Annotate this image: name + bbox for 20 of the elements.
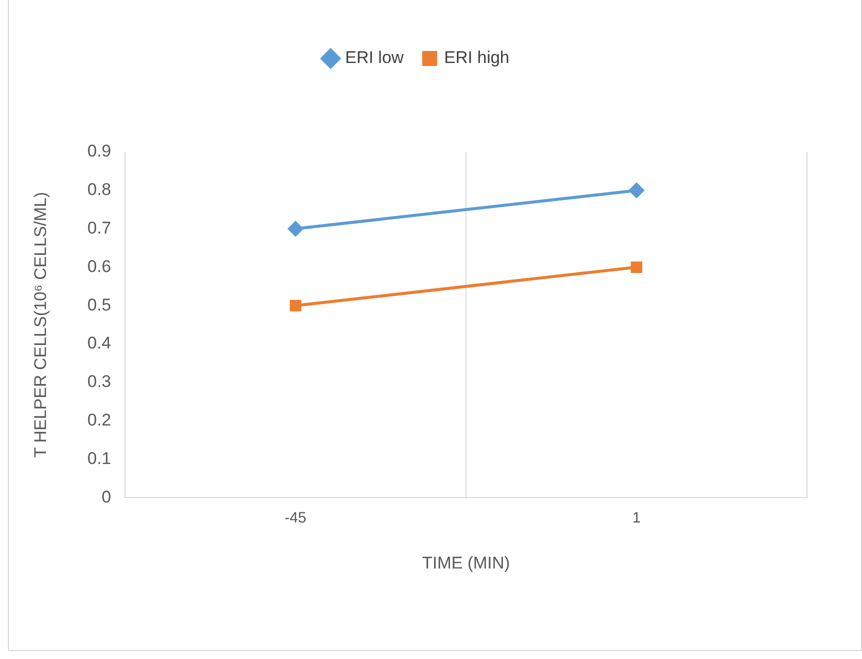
y-tick-label: 0.9 <box>87 142 112 161</box>
point <box>629 182 644 198</box>
y-tick-label: 0.2 <box>87 410 112 430</box>
x-tick-label: 1 <box>632 510 641 527</box>
point <box>630 261 642 273</box>
y-tick-label: 0.1 <box>87 448 112 468</box>
x-tick-label: -45 <box>284 510 306 527</box>
y-axis-title: T HELPER CELLS(10⁶ CELLS/ML) <box>30 192 50 458</box>
point <box>288 221 304 236</box>
y-tick-label: 0.5 <box>87 295 112 314</box>
y-tick-label: 0.6 <box>87 256 112 276</box>
y-tick-label: 0.4 <box>87 334 112 353</box>
y-tick-label: 0.3 <box>87 372 112 392</box>
y-tick-label: 0.7 <box>87 218 112 238</box>
point <box>290 300 302 312</box>
legend-label: ERI high <box>444 48 510 68</box>
legend-label: ERI low <box>345 48 404 68</box>
x-axis-title: TIME (MIN) <box>422 553 510 572</box>
y-tick-label: 0 <box>102 487 112 506</box>
y-tick-label: 0.8 <box>87 180 112 200</box>
